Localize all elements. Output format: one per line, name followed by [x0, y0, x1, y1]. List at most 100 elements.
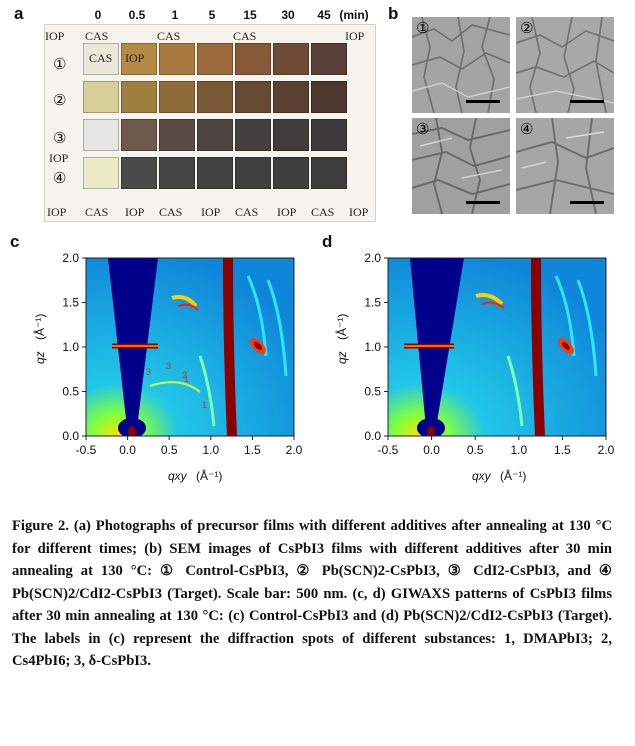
panel-a-letter: a — [14, 4, 24, 23]
film-tile — [83, 43, 119, 75]
row-number-4: ④ — [53, 169, 67, 187]
sem-image-2: ② — [516, 17, 614, 113]
film-tile — [121, 119, 157, 151]
panel-d-letter: d — [322, 232, 333, 251]
time-label-0: 0 — [94, 8, 102, 22]
scale-bar-2 — [570, 100, 604, 103]
tick-marks-c — [82, 257, 295, 440]
film-tile — [197, 157, 233, 189]
bottom-label-9: IOP — [349, 205, 369, 219]
film-tile — [273, 119, 309, 151]
label-cas-top-1: CAS — [85, 29, 109, 43]
label-iop-tile: IOP — [125, 51, 145, 65]
sem-texture-1 — [412, 17, 510, 113]
y-tick-c-1: 0.5 — [62, 385, 79, 399]
sem-image-4: ④ — [516, 118, 614, 214]
bottom-label-2: CAS — [85, 205, 109, 219]
film-tile — [311, 119, 347, 151]
time-label-30: 30 — [281, 8, 295, 22]
film-tile — [197, 119, 233, 151]
y-tick-d-3: 1.5 — [364, 296, 381, 310]
spot-label-3a: 3 — [146, 367, 151, 377]
time-label-0.5: 0.5 — [128, 8, 146, 22]
spot-label-1b: 1 — [202, 400, 207, 410]
scale-bar-3 — [466, 201, 500, 204]
x-tick-c-5: 2.0 — [286, 443, 303, 457]
sem-label-2: ② — [520, 19, 534, 37]
film-tile — [159, 81, 195, 113]
label-iop-row3: IOP — [49, 151, 69, 165]
film-tile — [235, 43, 271, 75]
time-label-15: 15 — [243, 8, 257, 22]
time-label-45: 45 — [317, 8, 331, 22]
row-number-2: ② — [53, 91, 67, 109]
x-tick-c-3: 1.0 — [202, 443, 219, 457]
spot-label-3b: 3 — [166, 361, 171, 371]
x-tick-c-1: 0.0 — [119, 443, 136, 457]
x-tick-d-4: 1.5 — [554, 443, 571, 457]
sem-texture-4 — [516, 118, 614, 214]
sem-image-3: ③ — [412, 118, 510, 214]
y-tick-c-3: 1.5 — [62, 296, 79, 310]
film-tile — [273, 43, 309, 75]
film-tile — [159, 119, 195, 151]
x-tick-d-3: 1.0 — [510, 443, 527, 457]
y-tick-d-2: 1.0 — [364, 340, 381, 354]
x-tick-d-5: 2.0 — [598, 443, 615, 457]
spot-label-1a: 1 — [184, 374, 189, 384]
x-axis-label-d: qxy — [472, 469, 492, 483]
film-tile — [83, 157, 119, 189]
x-tick-c-0: -0.5 — [76, 443, 97, 457]
bottom-label-1: IOP — [47, 205, 67, 219]
film-tile — [311, 81, 347, 113]
precursor-films-photo: IOP CAS CAS CAS IOP IOP CAS IOP IOP CAS … — [44, 24, 376, 222]
diffraction-image-c: 3 3 2 1 1 — [86, 258, 294, 436]
film-tile — [273, 81, 309, 113]
label-cas-tile: CAS — [89, 51, 113, 65]
film-tile — [83, 119, 119, 151]
y-tick-d-0: 0.0 — [364, 429, 381, 443]
panel-b-letter: b — [388, 4, 399, 23]
film-tile — [121, 43, 157, 75]
x-tick-d-1: 0.0 — [423, 443, 440, 457]
x-axis-label-c: qxy — [168, 469, 188, 483]
film-tile — [273, 157, 309, 189]
spot-label-2: 2 — [182, 370, 187, 380]
scale-bar-4 — [570, 201, 604, 204]
row-number-1: ① — [53, 55, 67, 73]
film-tile — [311, 43, 347, 75]
film-tile — [159, 157, 195, 189]
scale-bar-1 — [466, 100, 500, 103]
x-tick-d-0: -0.5 — [378, 443, 399, 457]
film-tile — [121, 81, 157, 113]
film-tile — [121, 157, 157, 189]
y-tick-d-1: 0.5 — [364, 385, 381, 399]
film-tile — [311, 157, 347, 189]
x-tick-c-4: 1.5 — [244, 443, 261, 457]
sem-label-1: ① — [416, 19, 430, 37]
tick-marks-d — [384, 257, 607, 440]
film-tile — [235, 119, 271, 151]
label-iop-top-left: IOP — [45, 29, 65, 43]
sem-texture-3 — [412, 118, 510, 214]
giwaxs-plot-c: 3 3 2 1 1 -0.5 0.0 0.5 1.0 1.5 2.0 0.0 0… — [32, 251, 303, 483]
film-tile — [159, 43, 195, 75]
film-tile — [235, 81, 271, 113]
label-cas-top-3: CAS — [233, 29, 257, 43]
figure-caption: Figure 2. (a) Photographs of precursor f… — [12, 518, 612, 669]
bottom-label-7: IOP — [277, 205, 297, 219]
film-tile — [197, 81, 233, 113]
time-unit-label: (min) — [339, 8, 369, 22]
y-tick-c-2: 1.0 — [62, 340, 79, 354]
diffraction-image-d — [388, 258, 606, 436]
x-tick-d-2: 0.5 — [467, 443, 484, 457]
label-cas-top-2: CAS — [157, 29, 181, 43]
sem-image-1: ① — [412, 17, 510, 113]
time-label-1: 1 — [171, 8, 179, 22]
sem-label-4: ④ — [520, 120, 534, 138]
y-axis-unit-c: (Å⁻¹) — [32, 314, 47, 340]
sem-label-3: ③ — [416, 120, 430, 138]
x-axis-unit-d: (Å⁻¹) — [500, 468, 526, 483]
giwaxs-plot-d: -0.5 0.0 0.5 1.0 1.5 2.0 0.0 0.5 1.0 1.5… — [334, 251, 615, 483]
y-axis-unit-d: (Å⁻¹) — [334, 314, 349, 340]
